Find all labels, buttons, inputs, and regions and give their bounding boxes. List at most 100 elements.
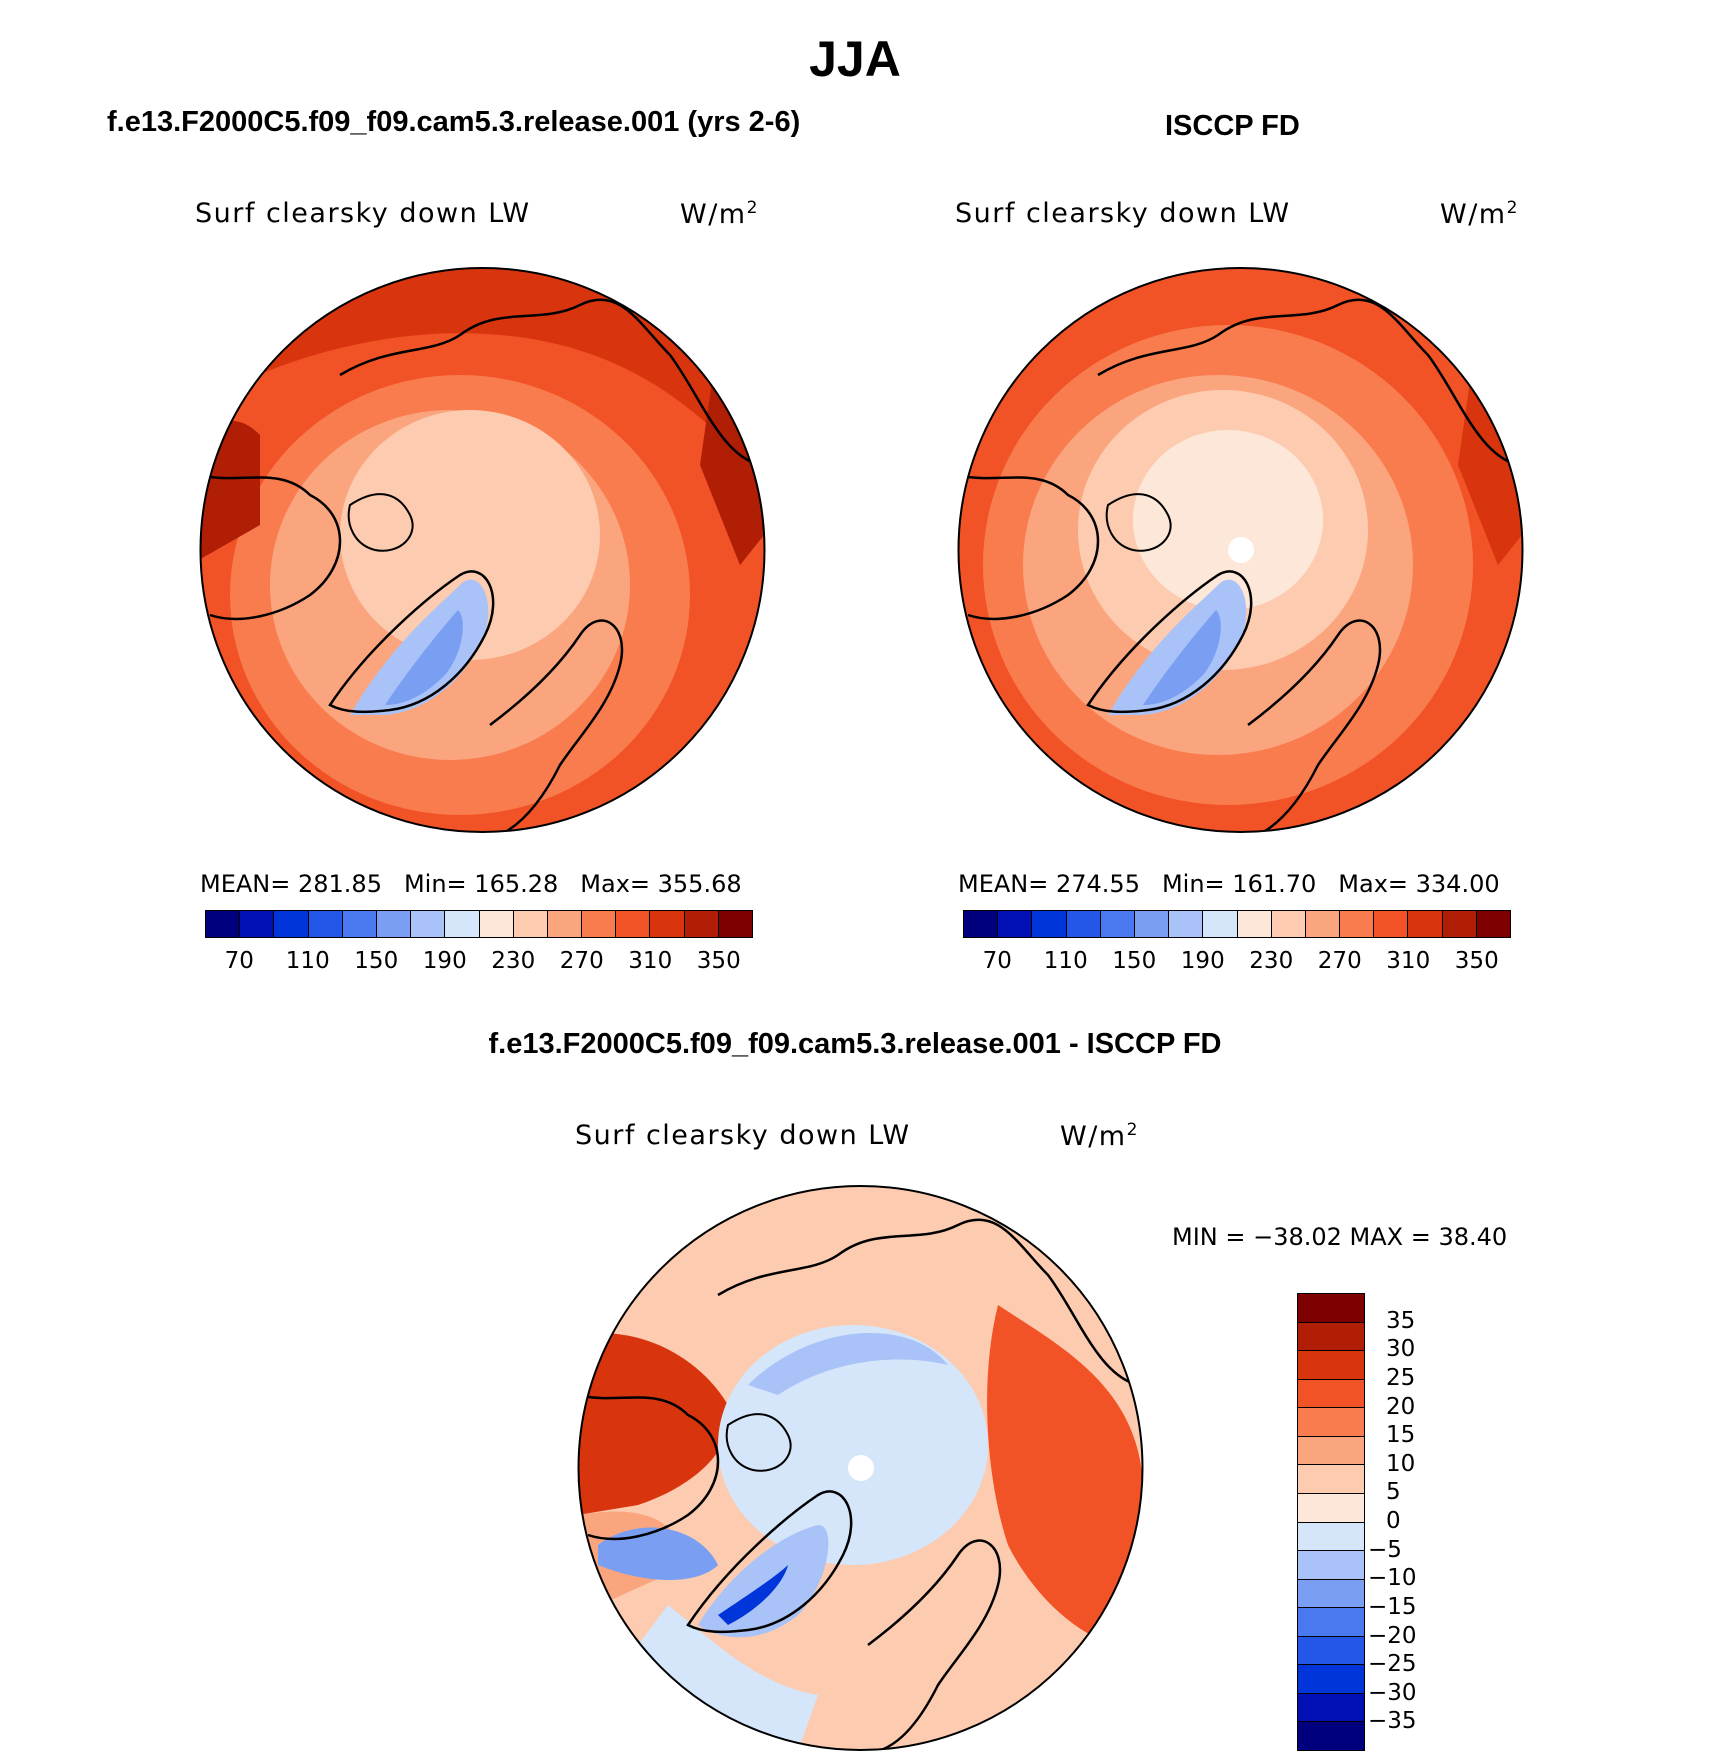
diff-colorbar-swatch: [1298, 1322, 1364, 1352]
diff-colorbar-swatch: [1298, 1408, 1364, 1437]
diff-map-fill-cool: [748, 1332, 948, 1395]
left-max: Max= 355.68: [580, 870, 742, 898]
right-colorbar-swatch: [964, 911, 999, 937]
diff-colorbar-label: −35: [1368, 1708, 1417, 1735]
right-colorbar-swatch: [1271, 911, 1306, 937]
left-colorbar-label: 310: [628, 948, 673, 974]
right-colorbar-swatch: [1374, 911, 1409, 937]
right-colorbar-swatch: [998, 911, 1033, 937]
left-colorbar-swatch: [616, 911, 651, 937]
diff-greenland-outline: [686, 1490, 853, 1634]
diff-panel-title: f.e13.F2000C5.f09_f09.cam5.3.release.001…: [488, 1028, 1222, 1060]
right-colorbar-label: 190: [1180, 948, 1225, 974]
right-colorbar-swatch: [1032, 911, 1067, 937]
diff-colorbar-swatch: [1298, 1636, 1364, 1666]
right-colorbar-swatch: [1134, 911, 1170, 937]
left-greenland-core: [385, 610, 463, 705]
diff-colorbar-label: −30: [1368, 1679, 1417, 1706]
right-colorbar-label: 110: [1043, 948, 1088, 974]
diff-colorbar-swatch: [1298, 1351, 1364, 1380]
left-greenland-fill: [350, 579, 489, 715]
right-units-label: W/m2: [1440, 198, 1519, 230]
left-islands: [347, 493, 414, 552]
left-colorbar-label: 190: [422, 948, 467, 974]
left-colorbar-swatch: [308, 911, 343, 937]
diff-colorbar-swatch: [1298, 1294, 1364, 1323]
left-colorbar: [205, 910, 753, 938]
diff-colorbar-swatch: [1298, 1579, 1364, 1609]
left-colorbar-labels: 70 110 150 190 230 270 310 350: [205, 948, 753, 978]
right-greenland-outline: [1086, 570, 1253, 714]
right-colorbar-swatch: [1442, 911, 1477, 937]
left-units-label: W/m2: [680, 198, 759, 230]
diff-colorbar-swatch: [1298, 1608, 1364, 1637]
left-colorbar-label: 270: [559, 948, 604, 974]
diff-colorbar-swatch: [1298, 1551, 1364, 1580]
right-mean: MEAN= 274.55: [958, 870, 1140, 898]
right-colorbar-swatch: [1237, 911, 1272, 937]
diff-colorbar-swatch: [1298, 1493, 1364, 1523]
right-colorbar: [963, 910, 1511, 938]
left-colorbar-swatch: [650, 911, 685, 937]
right-colorbar-swatch: [1340, 911, 1375, 937]
left-coastline-c: [489, 619, 624, 832]
diff-pole-hole: [848, 1455, 874, 1481]
left-colorbar-label: 110: [285, 948, 330, 974]
left-colorbar-label: 70: [224, 948, 254, 974]
left-coastline-a: [200, 473, 342, 621]
right-pole-hole: [1228, 537, 1254, 563]
right-colorbar-swatch: [1203, 911, 1238, 937]
diff-colorbar-label: −5: [1368, 1536, 1402, 1563]
left-colorbar-swatch: [376, 911, 412, 937]
diff-colorbar-label: 10: [1386, 1450, 1416, 1477]
right-variable-label: Surf clearsky down LW: [955, 198, 1291, 229]
right-panel-title: ISCCP FD: [1165, 110, 1300, 142]
left-colorbar-swatch: [547, 911, 583, 937]
left-colorbar-swatch: [274, 911, 309, 937]
right-greenland-core: [1143, 610, 1221, 705]
diff-greenland-core: [718, 1565, 788, 1625]
diff-colorbar-swatch: [1298, 1665, 1364, 1694]
diff-colorbar-label: 25: [1386, 1364, 1416, 1391]
diff-coastline-b: [717, 1218, 1139, 1387]
left-variable-label: Surf clearsky down LW: [195, 198, 531, 229]
left-colorbar-label: 150: [354, 948, 399, 974]
left-mean: MEAN= 281.85: [200, 870, 382, 898]
right-colorbar-label: 270: [1317, 948, 1362, 974]
diff-stats: MIN = −38.02 MAX = 38.40: [1172, 1223, 1508, 1251]
left-colorbar-label: 230: [491, 948, 536, 974]
diff-colorbar-label: 5: [1386, 1479, 1401, 1506]
right-colorbar-swatch: [1066, 911, 1101, 937]
right-coastline-c: [1247, 619, 1382, 832]
diff-map-fill-hot-left: [578, 1333, 730, 1515]
diff-colorbar-label: −25: [1368, 1651, 1417, 1678]
left-map-border: [199, 267, 766, 833]
left-colorbar-swatch: [411, 911, 446, 937]
right-map-border: [957, 267, 1524, 833]
left-colorbar-swatch: [513, 911, 548, 937]
diff-colorbar: [1297, 1293, 1365, 1751]
diff-polar-map: [577, 1185, 1144, 1751]
diff-colorbar-label: 35: [1386, 1307, 1416, 1334]
left-panel-title: f.e13.F2000C5.f09_f09.cam5.3.release.001…: [107, 106, 801, 138]
left-colorbar-swatch: [718, 911, 752, 937]
left-colorbar-swatch: [582, 911, 617, 937]
right-colorbar-label: 230: [1249, 948, 1294, 974]
diff-map-fill-cool-left: [598, 1527, 718, 1580]
diff-coastline-c: [867, 1539, 1002, 1750]
right-coastline-a: [958, 473, 1100, 621]
diff-colorbar-swatch: [1298, 1379, 1364, 1409]
left-min: Min= 165.28: [403, 870, 559, 898]
right-islands: [1105, 493, 1172, 552]
diff-colorbar-swatch: [1298, 1522, 1364, 1552]
left-map-fill-pole: [340, 410, 600, 660]
right-greenland-fill: [1108, 579, 1247, 715]
diff-colorbar-swatch: [1298, 1722, 1364, 1750]
diff-units-label: W/m2: [1060, 1120, 1139, 1152]
right-map-fill-pole: [1133, 430, 1323, 610]
diff-colorbar-labels: 35 30 25 20 15 10 5 0 −5 −10 −15 −20 −25 −30 −35: [1368, 1293, 1462, 1751]
left-colorbar-swatch: [240, 911, 275, 937]
diff-colorbar-swatch: [1298, 1436, 1364, 1466]
diff-colorbar-label: 20: [1386, 1393, 1416, 1420]
diff-colorbar-label: −10: [1368, 1565, 1417, 1592]
